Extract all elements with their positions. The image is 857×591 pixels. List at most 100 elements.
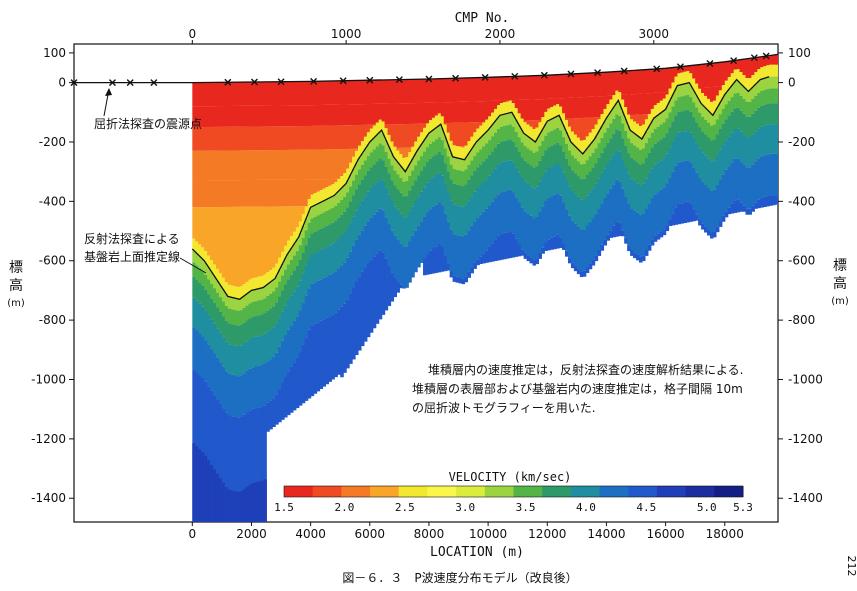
field-cell <box>641 69 646 94</box>
field-cell <box>301 213 306 226</box>
field-cell <box>275 81 279 106</box>
field-cell <box>423 79 427 103</box>
field-cell <box>204 106 208 127</box>
field-cell <box>641 124 646 137</box>
field-cell <box>547 239 551 251</box>
field-cell <box>428 78 433 103</box>
field-cell <box>275 105 279 127</box>
field-cell <box>567 97 572 119</box>
field-cell <box>600 96 605 115</box>
field-cell <box>775 54 778 65</box>
field-cell <box>292 291 297 321</box>
field-cell <box>310 179 315 195</box>
field-cell <box>322 81 327 105</box>
field-cell <box>257 315 261 337</box>
field-cell <box>316 179 321 192</box>
field-cell <box>272 105 276 127</box>
field-cell <box>207 207 211 256</box>
field-cell <box>414 79 418 104</box>
field-cell <box>437 113 442 126</box>
field-cell <box>662 122 667 138</box>
bottom-tick-label: 6000 <box>355 527 386 541</box>
field-cell <box>224 282 229 295</box>
field-cell <box>582 97 587 118</box>
field-cell <box>470 122 474 137</box>
field-cell <box>769 124 773 154</box>
field-cell <box>775 103 778 125</box>
field-cell <box>461 278 466 285</box>
field-cell <box>334 220 338 242</box>
field-cell <box>375 182 380 212</box>
field-cell <box>343 185 347 197</box>
field-cell <box>420 132 424 145</box>
field-cell <box>724 104 729 120</box>
field-cell <box>612 95 616 108</box>
field-cell <box>633 252 637 259</box>
field-cell <box>355 150 359 163</box>
field-cell <box>659 112 664 125</box>
field-cell <box>562 113 566 126</box>
bottom-tick-label: 16000 <box>647 527 685 541</box>
field-cell <box>467 153 471 165</box>
field-cell <box>499 114 504 127</box>
field-cell <box>650 147 655 169</box>
field-cell <box>440 247 445 272</box>
field-cell <box>242 343 247 374</box>
field-cell <box>269 400 273 430</box>
field-cell <box>603 108 608 121</box>
field-cell <box>686 94 690 110</box>
field-cell <box>446 156 451 172</box>
field-cell <box>467 164 471 180</box>
field-cell <box>210 180 214 208</box>
field-cell <box>582 199 587 230</box>
field-cell <box>322 104 327 126</box>
field-cell <box>207 279 211 295</box>
field-cell <box>508 139 513 161</box>
field-cell <box>467 77 471 102</box>
field-cell <box>316 81 321 106</box>
field-cell <box>641 255 646 262</box>
field-cell <box>585 73 590 97</box>
field-cell <box>567 215 572 258</box>
field-cell <box>597 117 602 120</box>
field-cell <box>411 206 415 236</box>
field-cell <box>328 178 332 186</box>
field-cell <box>328 316 332 382</box>
field-cell <box>357 276 362 351</box>
field-cell <box>307 81 312 106</box>
field-cell <box>343 211 347 233</box>
right-tick-label: 0 <box>788 76 796 90</box>
field-cell <box>496 117 501 129</box>
field-cell <box>278 346 282 389</box>
field-cell <box>721 108 726 124</box>
field-cell <box>399 192 403 214</box>
field-cell <box>411 103 415 124</box>
field-cell <box>730 111 735 133</box>
field-cell <box>550 196 554 238</box>
field-cell <box>496 105 501 118</box>
field-cell <box>709 63 714 88</box>
field-cell <box>399 284 403 289</box>
field-cell <box>230 324 235 345</box>
field-cell <box>284 149 288 180</box>
field-cell <box>446 78 451 103</box>
field-cell <box>307 149 312 180</box>
field-cell <box>532 120 537 129</box>
field-cell <box>298 245 303 260</box>
field-cell <box>328 245 332 275</box>
field-cell <box>523 122 528 135</box>
field-cell <box>310 149 315 180</box>
field-cell <box>721 215 726 222</box>
field-cell <box>730 203 735 214</box>
source-point-marker <box>150 79 158 87</box>
field-cell <box>449 179 454 201</box>
field-cell <box>443 183 448 214</box>
field-cell <box>482 253 486 264</box>
field-cell <box>316 105 321 126</box>
field-cell <box>712 86 717 101</box>
field-cell <box>482 121 486 123</box>
field-cell <box>405 147 409 158</box>
field-cell <box>769 195 773 206</box>
field-cell <box>689 162 693 204</box>
field-cell <box>766 103 770 125</box>
